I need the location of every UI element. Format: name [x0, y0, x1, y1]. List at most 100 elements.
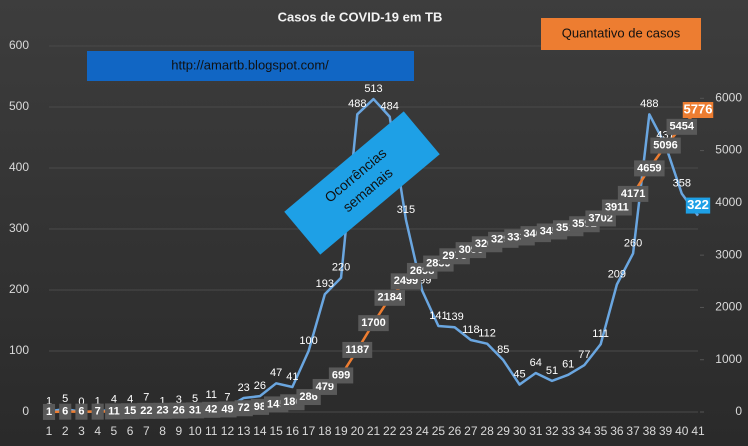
x-tick-label: 38 — [643, 424, 657, 438]
value-label: 220 — [332, 262, 350, 274]
value-label: 118 — [462, 324, 480, 336]
x-tick-label: 19 — [334, 424, 348, 438]
value-label: 42 — [205, 404, 217, 416]
x-tick-label: 22 — [383, 424, 397, 438]
x-tick-label: 23 — [399, 424, 413, 438]
x-tick-label: 4 — [94, 424, 101, 438]
cumulative-text: Quantativo de casos — [562, 25, 681, 40]
value-label: 139 — [445, 311, 463, 323]
x-tick-label: 33 — [562, 424, 576, 438]
value-label: 5 — [192, 393, 198, 405]
value-label: 3 — [176, 394, 182, 406]
value-label-bg — [650, 137, 681, 154]
value-label: 193 — [316, 278, 334, 290]
x-tick-label: 7 — [143, 424, 150, 438]
value-label: 4 — [111, 393, 117, 405]
value-label-bg — [169, 402, 188, 419]
value-label: 15 — [124, 405, 136, 417]
x-tick-label: 24 — [415, 424, 429, 438]
value-label: 98 — [254, 401, 266, 413]
value-label-bg — [342, 341, 373, 358]
x-tick-label: 8 — [159, 424, 166, 438]
value-label: 7 — [143, 392, 149, 404]
value-label: 3096 — [459, 244, 483, 256]
value-label: 0 — [78, 396, 84, 408]
value-label: 4659 — [637, 162, 661, 174]
value-label: 5776 — [684, 101, 713, 116]
value-label: 7 — [224, 392, 230, 404]
x-tick-label: 35 — [594, 424, 608, 438]
value-label: 11 — [206, 389, 217, 401]
value-label: 6 — [62, 406, 68, 418]
value-label: 5 — [62, 393, 68, 405]
y2-tick-label: 4000 — [715, 195, 742, 209]
x-tick-label: 32 — [545, 424, 559, 438]
x-tick-label: 41 — [691, 424, 705, 438]
x-tick-label: 13 — [237, 424, 251, 438]
value-label: 26 — [173, 405, 185, 417]
value-label: 100 — [299, 335, 317, 347]
y-tick-label: 600 — [9, 38, 29, 52]
x-tick-label: 18 — [318, 424, 332, 438]
value-label: 1 — [95, 395, 101, 407]
value-label: 1187 — [345, 344, 369, 356]
x-tick-label: 12 — [221, 424, 235, 438]
value-label: 11 — [108, 405, 120, 417]
value-label: 322 — [687, 197, 709, 212]
value-label: 111 — [592, 328, 609, 340]
value-label: 112 — [478, 328, 496, 340]
x-tick-label: 11 — [205, 424, 218, 438]
value-label-bg — [617, 185, 649, 202]
value-label-bg — [91, 403, 104, 420]
value-label: 61 — [562, 359, 574, 371]
value-label: 513 — [364, 83, 382, 95]
y2-tick-label: 6000 — [715, 90, 742, 104]
value-label: 1 — [46, 395, 52, 407]
y-tick-label: 200 — [9, 282, 29, 296]
value-label: 3911 — [605, 201, 629, 213]
value-label-bg — [634, 160, 665, 177]
value-label: 77 — [578, 349, 590, 361]
url-banner — [87, 51, 414, 81]
value-label-bg — [374, 289, 405, 306]
value-label: 4171 — [621, 188, 645, 200]
value-label: 7 — [95, 406, 101, 418]
value-label-bg — [121, 403, 140, 420]
value-label: 260 — [624, 237, 642, 249]
value-label-bg — [105, 403, 123, 420]
value-label: 23 — [156, 405, 168, 417]
x-tick-label: 5 — [111, 424, 118, 438]
weekly-box — [284, 111, 440, 255]
value-label: 41 — [286, 371, 298, 383]
value-label: 1 — [46, 406, 52, 418]
x-tick-label: 9 — [175, 424, 182, 438]
x-tick-label: 40 — [675, 424, 689, 438]
value-label: 484 — [381, 101, 399, 113]
value-label: 85 — [497, 344, 509, 356]
value-label: 64 — [530, 357, 542, 369]
value-label-bg — [59, 403, 72, 420]
y2-tick-label: 3000 — [715, 247, 742, 261]
value-label: 72 — [238, 402, 250, 414]
value-label: 488 — [348, 98, 366, 110]
value-label: 4 — [127, 393, 133, 405]
value-label: 479 — [316, 381, 334, 393]
y-tick-label: 0 — [22, 404, 29, 418]
x-tick-label: 34 — [578, 424, 592, 438]
value-label: 23 — [238, 382, 250, 394]
y-tick-label: 400 — [9, 160, 29, 174]
plot-area: 0100200300400500600010002000300040005000… — [9, 38, 742, 438]
value-label: 49 — [221, 403, 233, 415]
value-label-bg — [666, 118, 698, 135]
value-label: 209 — [608, 268, 626, 280]
x-tick-label: 28 — [480, 424, 494, 438]
x-tick-label: 17 — [302, 424, 316, 438]
x-tick-label: 6 — [127, 424, 134, 438]
value-label: 358 — [673, 178, 691, 190]
value-label: 315 — [397, 204, 415, 216]
x-tick-label: 27 — [464, 424, 478, 438]
value-label: 1700 — [361, 317, 385, 329]
value-label: 31 — [189, 404, 201, 416]
